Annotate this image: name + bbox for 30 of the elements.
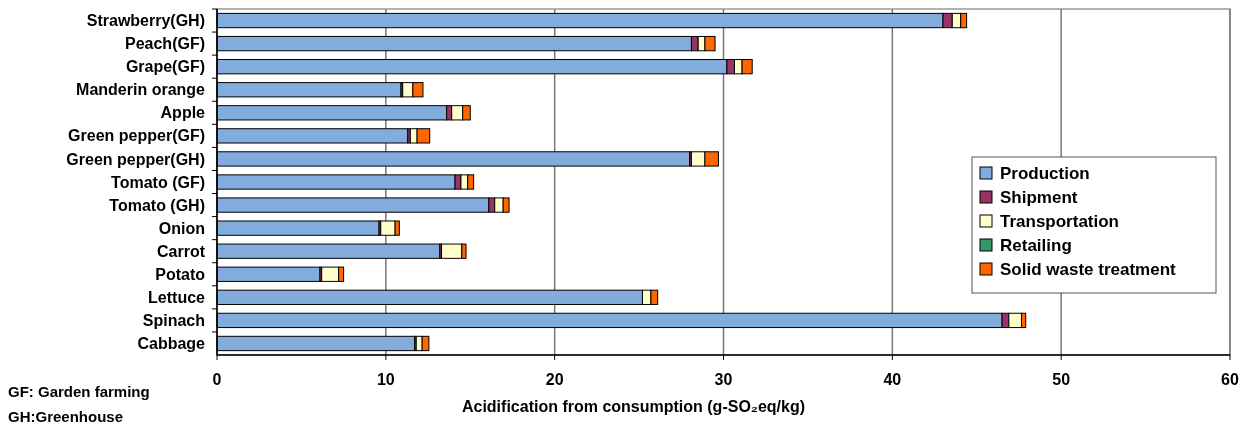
legend-label: Retailing bbox=[1000, 235, 1072, 255]
legend-label: Production bbox=[1000, 163, 1090, 183]
y-tick-label: Lettuce bbox=[148, 288, 206, 306]
x-tick-label: 50 bbox=[1052, 371, 1071, 388]
text: GF: Garden farming bbox=[8, 383, 150, 400]
x-tick-label: 10 bbox=[376, 371, 395, 388]
legend-label: Shipment bbox=[1000, 187, 1078, 207]
y-tick-label: Peach(GF) bbox=[124, 35, 205, 53]
y-tick-label: Cabbage bbox=[137, 335, 206, 353]
y-tick-label: Manderin orange bbox=[76, 81, 206, 99]
y-tick-label: Onion bbox=[158, 219, 205, 237]
text: GH:Greenhouse bbox=[8, 408, 124, 425]
y-tick-label: Green pepper(GF) bbox=[68, 127, 205, 145]
y-tick-label: Potato bbox=[155, 265, 206, 283]
y-tick-label: Grape(GF) bbox=[125, 58, 205, 76]
y-tick-label: Carrot bbox=[156, 242, 206, 260]
y-tick-label: Green pepper(GH) bbox=[66, 150, 205, 168]
y-tick-label: Tomato (GF) bbox=[111, 173, 205, 191]
legend-label: Transportation bbox=[1000, 211, 1120, 231]
legend-label: Solid waste treatment bbox=[1000, 259, 1177, 279]
x-tick-label: 20 bbox=[545, 371, 564, 388]
y-tick-label: Apple bbox=[160, 104, 206, 122]
x-axis-title: Acidification from consumption (g-SO₂eq/kg) bbox=[461, 398, 806, 415]
y-tick-label: Strawberry(GH) bbox=[86, 12, 205, 30]
x-tick-label: 60 bbox=[1221, 371, 1239, 388]
x-tick-label: 40 bbox=[883, 371, 902, 388]
x-tick-label: 0 bbox=[212, 371, 222, 388]
y-tick-label: Spinach bbox=[142, 312, 205, 329]
y-tick-label: Tomato (GH) bbox=[109, 196, 205, 214]
x-tick-label: 30 bbox=[714, 371, 733, 388]
